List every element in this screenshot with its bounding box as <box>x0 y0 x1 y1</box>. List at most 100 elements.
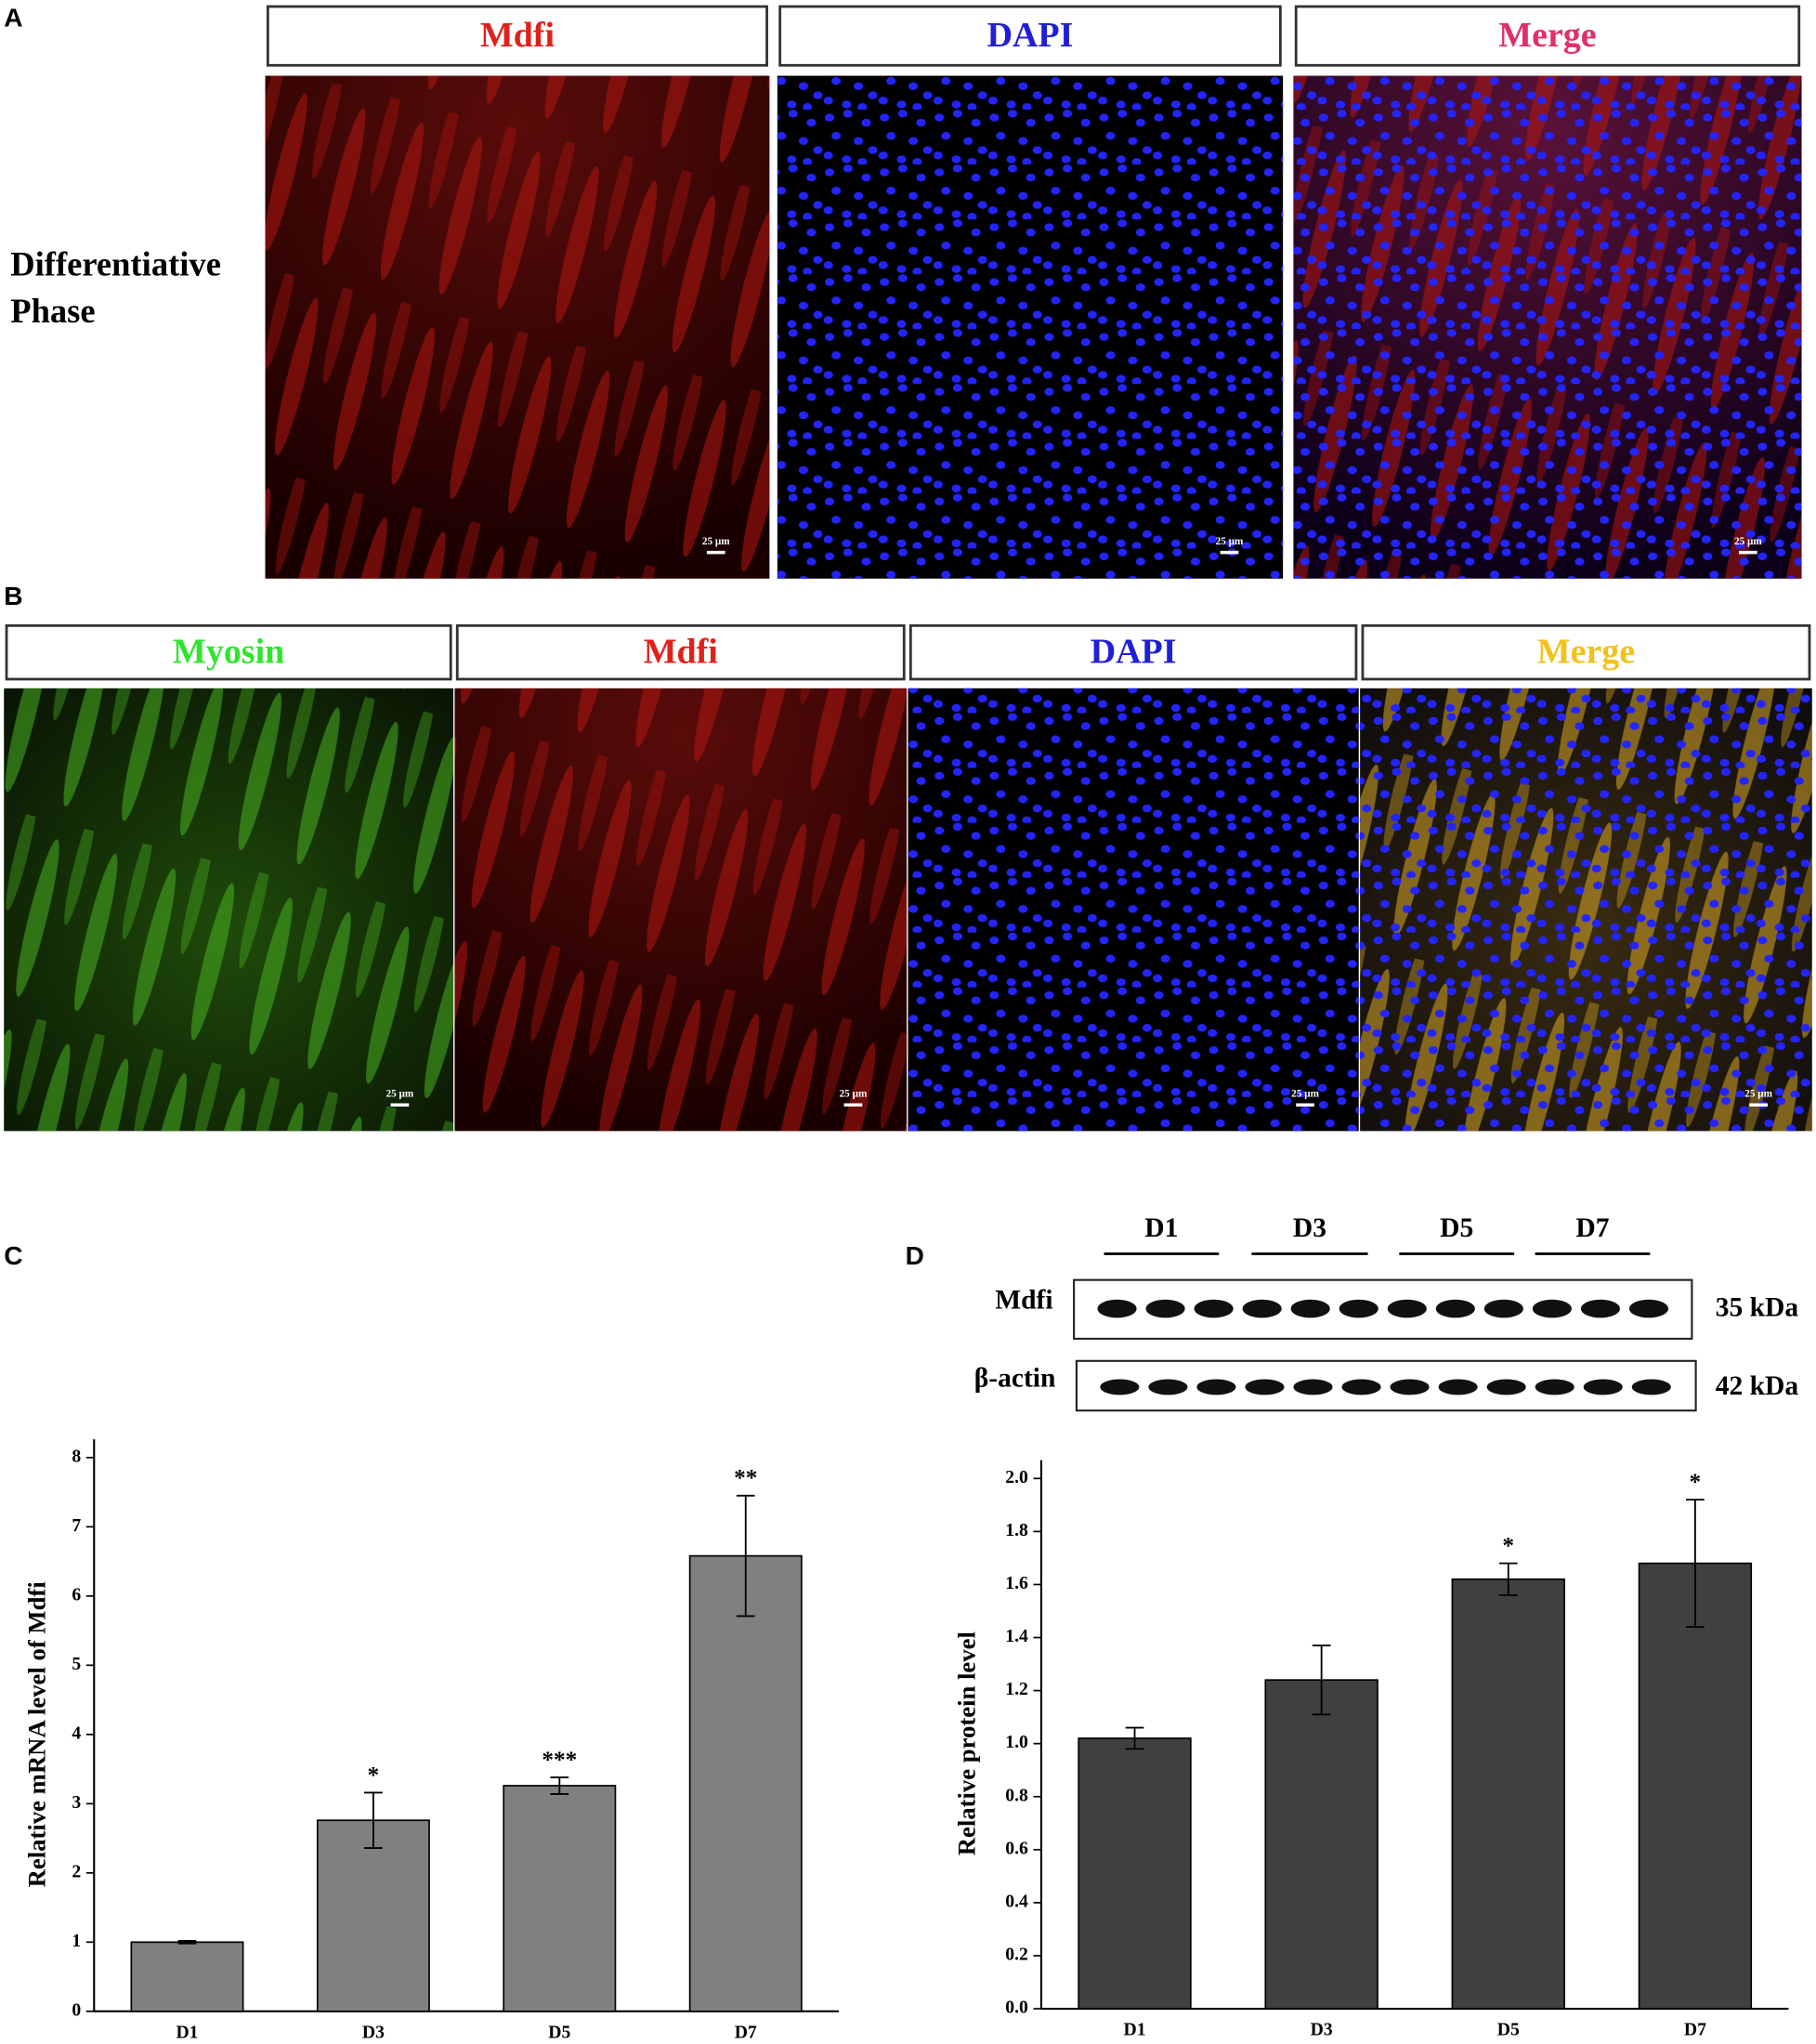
y-axis-label: Relative protein level <box>953 1631 981 1855</box>
significance: * <box>1690 1469 1702 1495</box>
bar <box>688 1554 803 2012</box>
band <box>1438 1379 1478 1395</box>
y-tick-label: 1.0 <box>1005 1732 1028 1752</box>
error-bar <box>1686 1499 1705 1629</box>
scale-bar-label: 25 μm <box>702 536 730 547</box>
panel-label: C <box>4 1241 22 1270</box>
band <box>1148 1379 1188 1395</box>
y-tick-label: 0.0 <box>1005 1998 1028 2018</box>
error-bar <box>177 1939 197 1945</box>
channel-header: Merge <box>1537 633 1635 672</box>
bar <box>130 1941 244 2012</box>
x-tick-label: D5 <box>548 2022 570 2042</box>
y-tick-label: 3 <box>72 1792 81 1813</box>
micrograph <box>777 75 1284 579</box>
x-tick-label: D7 <box>1684 2019 1706 2039</box>
y-tick-label: 8 <box>72 1446 81 1466</box>
bar <box>1264 1679 1378 2010</box>
y-axis-label: Relative mRNA level of Mdfi <box>22 1581 50 1888</box>
y-tick-label: 0.6 <box>1005 1838 1028 1858</box>
band <box>1390 1379 1430 1395</box>
micrograph <box>454 688 908 1132</box>
y-tick-label: 5 <box>72 1654 81 1674</box>
band <box>1583 1379 1623 1395</box>
band <box>1097 1299 1137 1318</box>
band <box>1242 1299 1282 1318</box>
scale-bar-label: 25 μm <box>840 1089 868 1100</box>
band <box>1535 1379 1574 1395</box>
significance: ** <box>734 1465 757 1491</box>
row-label: Phase <box>10 292 95 330</box>
lane-label: D5 <box>1440 1213 1473 1243</box>
y-tick-label: 0.2 <box>1005 1944 1028 1964</box>
scale-bar-label: 25 μm <box>1291 1089 1319 1100</box>
x-tick-label: D1 <box>176 2022 198 2042</box>
protein-label: Mdfi <box>995 1285 1052 1315</box>
band <box>1486 1379 1526 1395</box>
error-bar <box>1498 1562 1518 1596</box>
y-tick-label: 2.0 <box>1005 1467 1028 1487</box>
micrograph <box>1293 75 1802 579</box>
error-bar <box>1125 1726 1144 1750</box>
y-tick-label: 1.6 <box>1005 1573 1028 1593</box>
band <box>1290 1299 1330 1318</box>
micrograph <box>1360 688 1812 1132</box>
band <box>1145 1299 1185 1318</box>
channel-header: Myosin <box>173 633 284 672</box>
band <box>1435 1299 1475 1318</box>
row-label: Differentiative <box>10 245 221 283</box>
panel-label: D <box>906 1241 924 1270</box>
channel-header-box <box>1294 5 1801 67</box>
channel-header-box <box>778 5 1282 67</box>
band <box>1196 1379 1236 1395</box>
y-tick-label: 4 <box>72 1723 81 1743</box>
band <box>1293 1379 1333 1395</box>
band <box>1245 1379 1285 1395</box>
channel-header: Mdfi <box>480 16 555 55</box>
bar <box>1078 1737 1192 2010</box>
x-tick-label: D7 <box>735 2022 757 2042</box>
panel-label: B <box>4 582 22 610</box>
bar <box>503 1785 617 2012</box>
scale-bar-label: 25 μm <box>385 1089 413 1100</box>
error-bar <box>364 1791 383 1849</box>
x-tick-label: D1 <box>1123 2019 1145 2039</box>
x-tick-label: D3 <box>362 2022 385 2042</box>
error-bar <box>736 1494 755 1618</box>
band <box>1483 1299 1523 1318</box>
y-tick-label: 0.4 <box>1005 1891 1028 1911</box>
band <box>1100 1379 1140 1395</box>
scale-bar-label: 25 μm <box>1216 536 1244 547</box>
x-tick-label: D3 <box>1311 2019 1333 2039</box>
band <box>1532 1299 1572 1318</box>
size-label: 35 kDa <box>1716 1293 1799 1323</box>
micrograph <box>908 688 1359 1132</box>
channel-header: DAPI <box>987 16 1074 55</box>
lane-label: D3 <box>1293 1213 1326 1243</box>
y-tick-label: 1 <box>72 1931 81 1951</box>
channel-header: Mdfi <box>644 633 718 672</box>
error-bar <box>550 1776 569 1795</box>
protein-label: β-actin <box>974 1364 1056 1394</box>
channel-header-box <box>266 5 769 67</box>
y-tick-label: 0.8 <box>1005 1785 1028 1805</box>
lane-label: D7 <box>1575 1213 1609 1243</box>
scale-bar-label: 25 μm <box>1734 536 1762 547</box>
size-label: 42 kDa <box>1716 1371 1799 1401</box>
lane-label: D1 <box>1144 1213 1178 1243</box>
y-tick-label: 7 <box>72 1515 81 1536</box>
y-tick-label: 0 <box>72 1999 81 2020</box>
channel-header-box <box>1361 623 1811 681</box>
significance: *** <box>542 1747 577 1773</box>
band <box>1387 1299 1427 1318</box>
channel-header-box <box>908 623 1358 681</box>
y-tick-label: 1.2 <box>1005 1679 1028 1699</box>
band <box>1628 1299 1669 1318</box>
channel-header-box <box>455 623 906 681</box>
y-tick-label: 1.4 <box>1005 1626 1028 1646</box>
bar <box>316 1819 430 2012</box>
scale-bar-label: 25 μm <box>1744 1089 1772 1100</box>
bar <box>1638 1562 1753 2010</box>
